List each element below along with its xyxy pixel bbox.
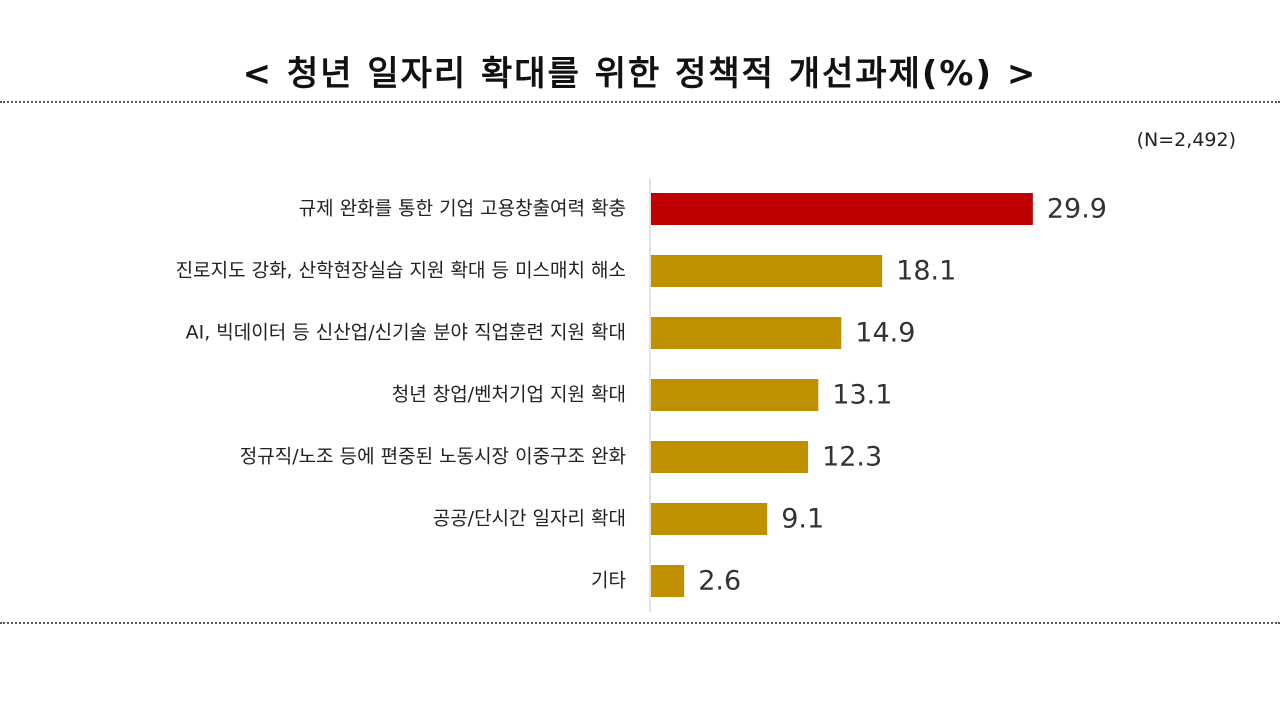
data-label: 13.1	[832, 380, 892, 411]
data-label: 14.9	[855, 318, 915, 349]
top-dotted-divider	[0, 101, 1280, 103]
category-label: AI, 빅데이터 등 신산업/신기술 분야 직업훈련 지원 확대	[186, 322, 626, 344]
data-label: 29.9	[1047, 194, 1107, 225]
category-label: 규제 완화를 통한 기업 고용창출여력 확충	[299, 198, 626, 220]
data-label: 2.6	[698, 566, 741, 597]
bar	[651, 193, 1033, 225]
bar	[651, 317, 842, 349]
bar	[651, 441, 809, 473]
bar	[651, 503, 768, 535]
category-label: 공공/단시간 일자리 확대	[433, 508, 626, 530]
data-label: 9.1	[781, 504, 824, 535]
category-label: 기타	[591, 570, 626, 592]
sample-size-note: (N=2,492)	[1136, 129, 1236, 151]
data-label: 12.3	[822, 442, 882, 473]
data-label: 18.1	[896, 256, 956, 287]
category-label: 정규직/노조 등에 편중된 노동시장 이중구조 완화	[240, 446, 626, 468]
bar	[651, 565, 685, 597]
category-label: 진로지도 강화, 산학현장실습 지원 확대 등 미스매치 해소	[176, 260, 626, 282]
category-label: 청년 창업/벤처기업 지원 확대	[392, 384, 626, 406]
chart-title: < 청년 일자리 확대를 위한 정책적 개선과제(%) >	[242, 54, 1038, 94]
bar	[651, 379, 819, 411]
bottom-dotted-divider	[0, 622, 1280, 624]
bar	[651, 255, 883, 287]
